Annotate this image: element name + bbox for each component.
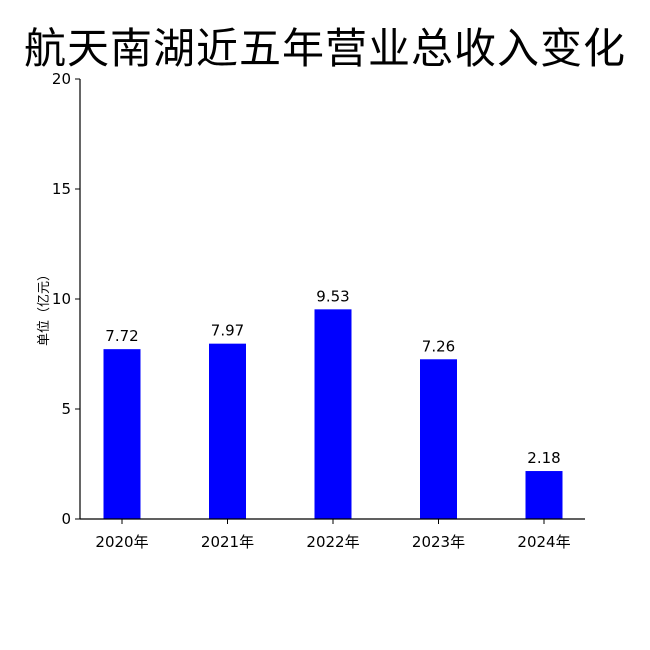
- x-tick-label-5: 2024年: [517, 533, 570, 551]
- y-axis-title: 单位（亿元）: [37, 268, 52, 346]
- bars-layer: [103, 309, 563, 519]
- y-tick-label-5: 5: [61, 400, 71, 418]
- bar-5: [525, 471, 563, 519]
- bar-4: [420, 359, 457, 519]
- x-tick-label-3: 2022年: [306, 533, 359, 551]
- data-label-1: 7.72: [105, 327, 138, 345]
- y-tick-label-10: 10: [52, 290, 71, 308]
- x-tick-label-4: 2023年: [412, 533, 465, 551]
- y-tick-label-0: 0: [61, 510, 71, 528]
- bar-3: [314, 309, 352, 519]
- x-tick-label-1: 2020年: [95, 533, 148, 551]
- bar-2: [209, 343, 246, 519]
- bar-1: [103, 349, 141, 519]
- chart-title: 航天南湖近五年营业总收入变化: [23, 24, 626, 73]
- data-labels-layer: 7.72 7.97 9.53 7.26 2.18: [105, 287, 560, 467]
- data-label-3: 9.53: [316, 287, 349, 305]
- axes-layer: 0 5 10 15 20 2020年 2021年 2022年 2023年 2024年: [52, 70, 585, 551]
- x-tick-label-2: 2021年: [201, 533, 254, 551]
- y-tick-label-20: 20: [52, 70, 71, 88]
- y-tick-label-15: 15: [52, 180, 71, 198]
- data-label-2: 7.97: [211, 322, 244, 340]
- data-label-5: 2.18: [527, 449, 560, 467]
- data-label-4: 7.26: [422, 337, 455, 355]
